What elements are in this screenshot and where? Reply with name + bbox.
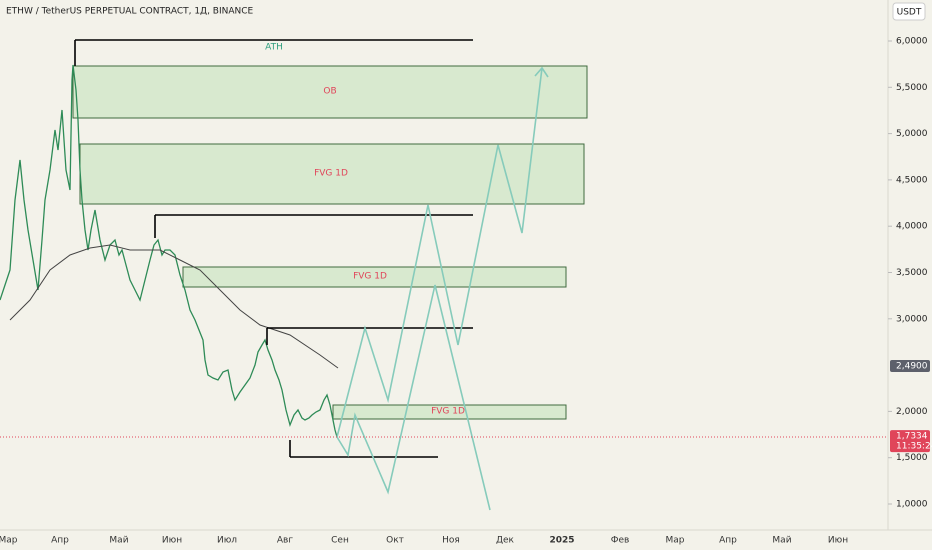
x-tick-label: 2025 — [549, 536, 574, 546]
x-tick-label: Июн — [828, 536, 848, 546]
y-tick-label: 2,0000 — [896, 407, 928, 417]
price-axis: 6,0000 5,5000 5,0000 4,5000 4,0000 3,5000 3,00… — [888, 37, 928, 510]
projection — [336, 67, 543, 438]
annotation: FVG 1D — [353, 272, 387, 282]
x-tick-label: Июн — [162, 536, 182, 546]
moving-average — [9, 244, 339, 369]
zone — [332, 404, 567, 420]
price-tag-label: 1,7334 — [896, 432, 928, 442]
x-tick-label: Мар — [666, 536, 685, 546]
x-tick-label: Фев — [611, 536, 630, 546]
x-tick-label: Май — [109, 536, 128, 546]
zone — [72, 65, 588, 119]
time-axis: Мар Апр Май Июн Июл Авг Сен Окт Ноя Дек … — [0, 536, 848, 546]
y-tick-label: 1,5000 — [896, 453, 928, 463]
x-tick-label: Апр — [719, 536, 737, 546]
y-tick-label: 1,0000 — [896, 500, 928, 510]
price-tag — [890, 430, 930, 453]
countdown: 11:35:24 — [896, 442, 932, 452]
chart-title: ETHW / TetherUS PERPETUAL CONTRACT, 1Д, … — [6, 7, 254, 17]
x-tick-label: Мар — [0, 536, 18, 546]
x-tick-label: Сен — [331, 536, 349, 546]
price-tag-label: 2,4900 — [896, 362, 928, 372]
x-tick-label: Окт — [386, 536, 404, 546]
currency-button[interactable] — [892, 2, 926, 21]
projection — [336, 284, 491, 511]
x-tick-label: Апр — [51, 536, 69, 546]
currency[interactable]: USDT — [897, 8, 922, 18]
annotation: OB — [323, 87, 336, 97]
y-tick-label: 4,0000 — [896, 222, 928, 232]
price-tag — [890, 360, 930, 373]
x-tick-label: Дек — [496, 536, 515, 546]
y-tick-label: 4,5000 — [896, 175, 928, 185]
x-tick-label: Авг — [277, 536, 293, 546]
price-line — [0, 64, 338, 438]
x-tick-label: Июл — [217, 536, 237, 546]
x-tick-label: Ноя — [442, 536, 460, 546]
x-tick-label: Май — [772, 536, 791, 546]
projection-arrow — [534, 66, 549, 78]
y-tick-label: 5,0000 — [896, 129, 928, 139]
annotation: ATH — [265, 43, 283, 53]
annotation: FVG 1D — [314, 169, 348, 179]
y-tick-label: 5,5000 — [896, 83, 928, 93]
y-tick-label: 3,0000 — [896, 314, 928, 324]
annotation: FVG 1D — [431, 407, 465, 417]
y-tick-label: 6,0000 — [896, 37, 928, 47]
y-tick-label: 3,5000 — [896, 268, 928, 278]
